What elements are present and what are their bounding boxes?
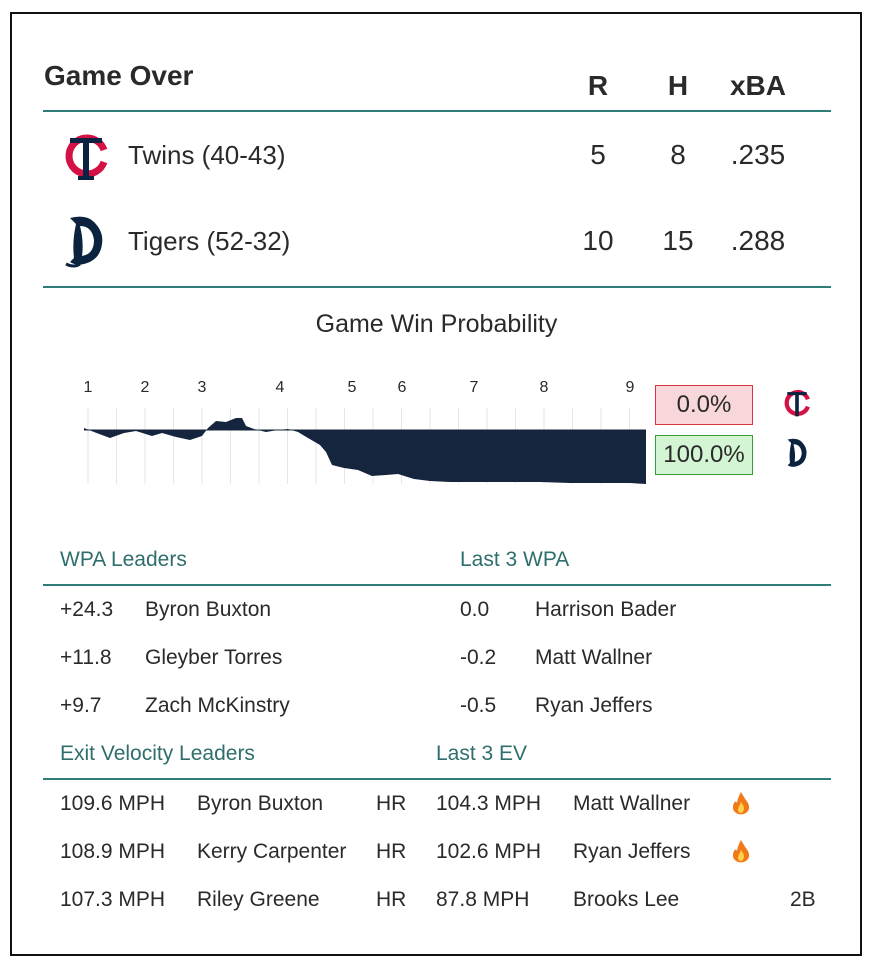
wpa-divider	[43, 584, 831, 586]
ev-leader-result: HR	[376, 840, 407, 863]
last3-wpa-header: Last 3 WPA	[460, 548, 570, 571]
last3-wpa-value: -0.2	[460, 646, 497, 669]
win-probability-area	[84, 418, 646, 484]
wpa-leader-name[interactable]: Gleyber Torres	[145, 646, 283, 669]
tigers-logo-small-icon	[784, 436, 810, 470]
last3-ev-name[interactable]: Ryan Jeffers	[573, 840, 691, 863]
wpa-leader-name[interactable]: Byron Buxton	[145, 598, 272, 621]
inning-label: 6	[398, 379, 407, 396]
wpa-leaders-header: WPA Leaders	[60, 548, 187, 571]
inning-label: 3	[198, 379, 207, 396]
last3-ev-header: Last 3 EV	[436, 742, 528, 765]
twins-logo-small-icon	[780, 386, 814, 420]
last3-ev-speed: 87.8 MPH	[436, 888, 530, 911]
last3-wpa-name[interactable]: Matt Wallner	[535, 646, 653, 669]
last3-ev-name[interactable]: Matt Wallner	[573, 792, 691, 815]
ev-leader-name[interactable]: Byron Buxton	[197, 792, 324, 815]
header-divider	[43, 110, 831, 112]
home-team-name[interactable]: Tigers (52-32)	[128, 226, 291, 256]
runs-column-header: R	[587, 70, 609, 101]
wpa-leader-value: +9.7	[60, 694, 102, 717]
game-status-title: Game Over	[44, 60, 194, 91]
ev-leader-name[interactable]: Riley Greene	[197, 888, 320, 911]
fire-icon	[731, 791, 751, 821]
last3-wpa-value: 0.0	[460, 598, 490, 621]
inning-label: 4	[276, 379, 285, 396]
hits-column-header: H	[667, 70, 689, 101]
away-hits: 8	[670, 139, 686, 170]
last3-ev-result: 2B	[790, 888, 816, 911]
ev-divider	[43, 778, 831, 780]
twins-logo-icon	[58, 128, 114, 184]
last3-wpa-name[interactable]: Ryan Jeffers	[535, 694, 653, 717]
inning-label: 9	[626, 379, 635, 396]
inning-label: 2	[141, 379, 150, 396]
xba-column-header: xBA	[729, 70, 786, 101]
last3-ev-name[interactable]: Brooks Lee	[573, 888, 680, 911]
inning-label: 8	[540, 379, 549, 396]
wpa-leader-value: +24.3	[60, 598, 114, 621]
home-xba: .288	[730, 225, 786, 256]
win-probability-chart: 1 2 3 4 5 6 7 8 9	[84, 379, 646, 484]
inning-label: 5	[348, 379, 357, 396]
inning-labels: 1 2 3 4 5 6 7 8 9	[84, 379, 635, 396]
away-win-probability: 0.0%	[655, 385, 753, 425]
last3-wpa-value: -0.5	[460, 694, 497, 717]
last3-wpa-name[interactable]: Harrison Bader	[535, 598, 677, 621]
away-team-name[interactable]: Twins (40-43)	[128, 140, 286, 170]
wpa-leader-value: +11.8	[60, 646, 112, 669]
ev-leader-speed: 107.3 MPH	[60, 888, 166, 911]
scoreboard-divider	[43, 286, 831, 288]
ev-leader-speed: 108.9 MPH	[60, 840, 166, 863]
ev-leader-result: HR	[376, 792, 407, 815]
home-hits: 15	[662, 225, 694, 256]
tigers-logo-icon	[64, 212, 108, 270]
away-runs: 5	[590, 139, 606, 170]
last3-ev-speed: 104.3 MPH	[436, 792, 542, 815]
home-win-probability: 100.0%	[655, 435, 753, 475]
inning-label: 1	[84, 379, 93, 396]
wpa-leader-name[interactable]: Zach McKinstry	[145, 694, 290, 717]
home-runs: 10	[582, 225, 614, 256]
ev-leaders-header: Exit Velocity Leaders	[60, 742, 255, 765]
ev-leader-name[interactable]: Kerry Carpenter	[197, 840, 347, 863]
win-probability-title: Game Win Probability	[315, 310, 558, 338]
fire-icon	[731, 839, 751, 869]
last3-ev-speed: 102.6 MPH	[436, 840, 542, 863]
ev-leader-result: HR	[376, 888, 407, 911]
inning-label: 7	[470, 379, 479, 396]
game-summary-card	[10, 12, 862, 956]
ev-leader-speed: 109.6 MPH	[60, 792, 166, 815]
away-xba: .235	[730, 139, 786, 170]
